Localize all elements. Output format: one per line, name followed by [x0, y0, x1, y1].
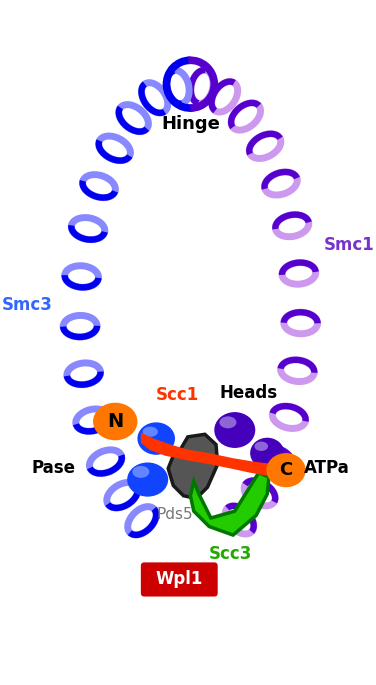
Ellipse shape: [143, 427, 158, 437]
Polygon shape: [168, 434, 218, 499]
Ellipse shape: [127, 462, 168, 497]
FancyBboxPatch shape: [141, 562, 218, 597]
Text: Pds5: Pds5: [156, 507, 193, 522]
Text: Smc3: Smc3: [1, 296, 52, 314]
Text: Smc1: Smc1: [323, 236, 374, 254]
Ellipse shape: [220, 416, 237, 428]
Text: Heads: Heads: [220, 384, 277, 402]
Text: Hinge: Hinge: [161, 115, 220, 133]
Text: Scc3: Scc3: [209, 545, 252, 563]
Polygon shape: [141, 433, 277, 477]
Ellipse shape: [255, 442, 268, 451]
Polygon shape: [190, 473, 269, 535]
Text: Wpl1: Wpl1: [156, 571, 203, 588]
Text: C: C: [279, 461, 293, 480]
Text: ATPa: ATPa: [303, 460, 349, 477]
Text: N: N: [107, 412, 123, 431]
Ellipse shape: [250, 438, 284, 469]
Text: Pase: Pase: [32, 460, 76, 477]
Ellipse shape: [266, 453, 306, 487]
Ellipse shape: [137, 423, 175, 455]
Ellipse shape: [214, 412, 255, 448]
Ellipse shape: [93, 403, 137, 440]
Text: Scc1: Scc1: [156, 386, 199, 404]
Ellipse shape: [132, 466, 149, 478]
